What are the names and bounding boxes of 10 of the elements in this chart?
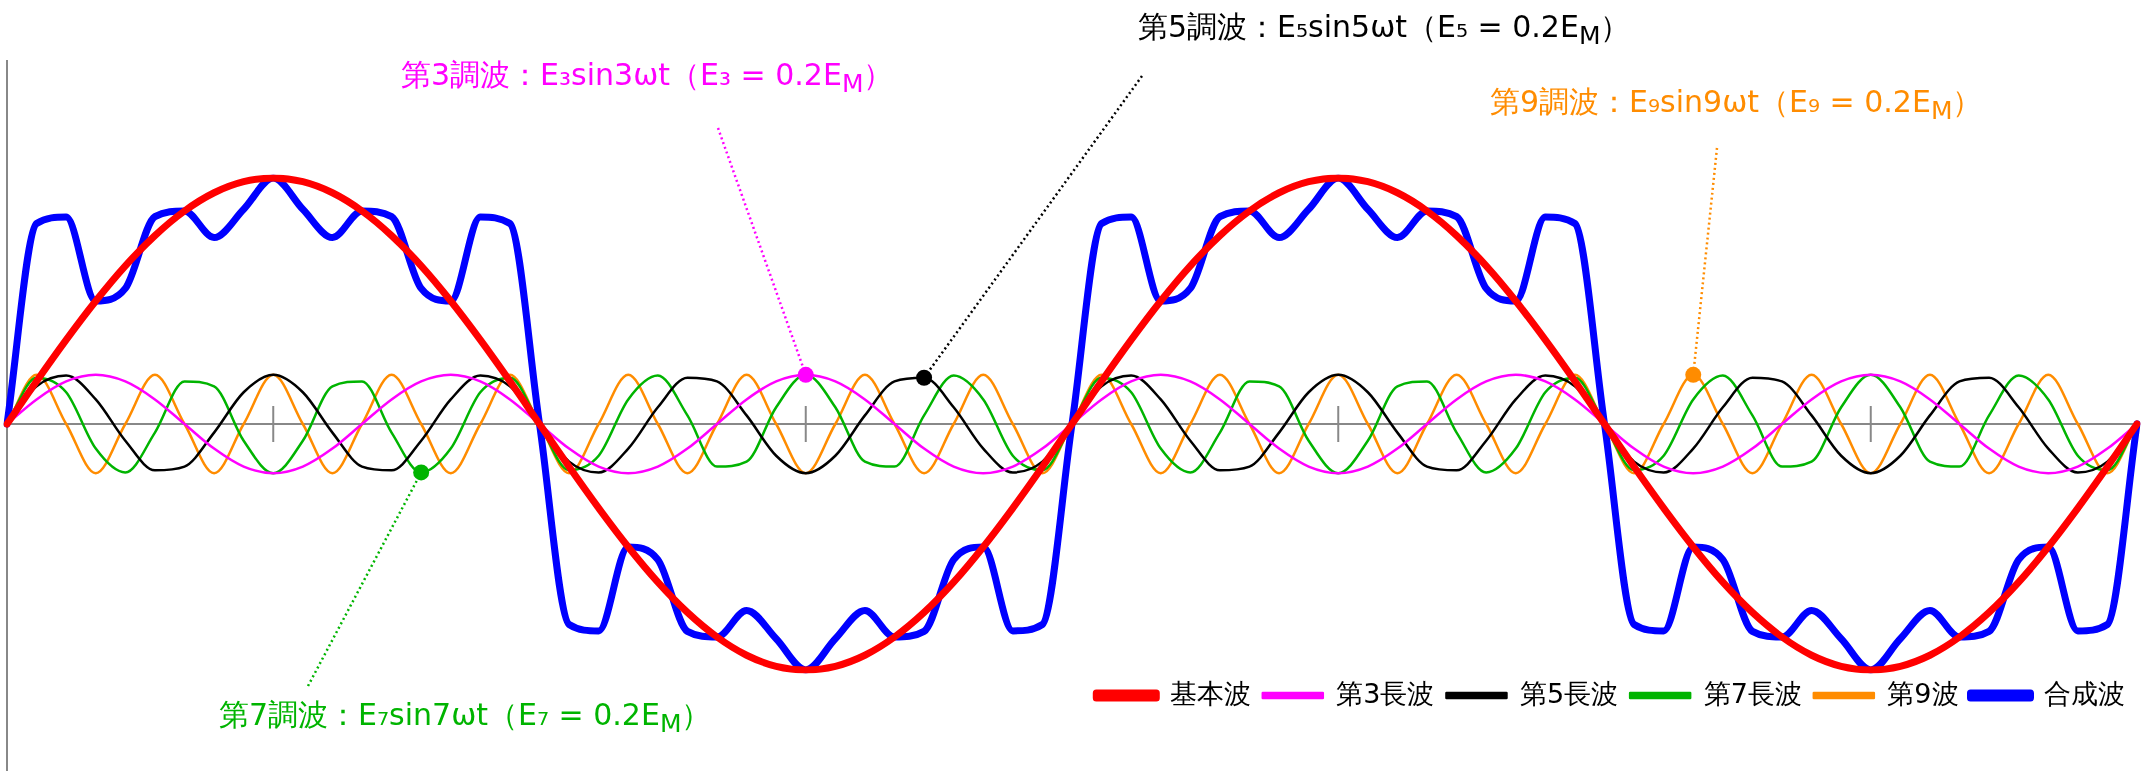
legend-label: 合成波 [2044,677,2125,709]
legend-label: 第9波 [1887,677,1959,709]
text: 第3調波：E₃sin3ωt（E₃ = 0.2E$_{M}$） [401,56,894,98]
text: 第5調波：E₅sin5ωt（E₅ = 0.2E$_{M}$） [1138,8,1631,50]
legend-label: 第3長波 [1336,677,1435,709]
legend-label: 第5長波 [1519,677,1619,709]
legend-label: 基本波 [1169,677,1251,709]
legend-label: 第7長波 [1703,677,1802,709]
text: 第9調波：E₉sin9ωt（E₉ = 0.2E$_{M}$） [1490,83,1983,125]
text: 第7調波：E₇sin7ωt（E₇ = 0.2E$_{M}$） [219,696,712,738]
